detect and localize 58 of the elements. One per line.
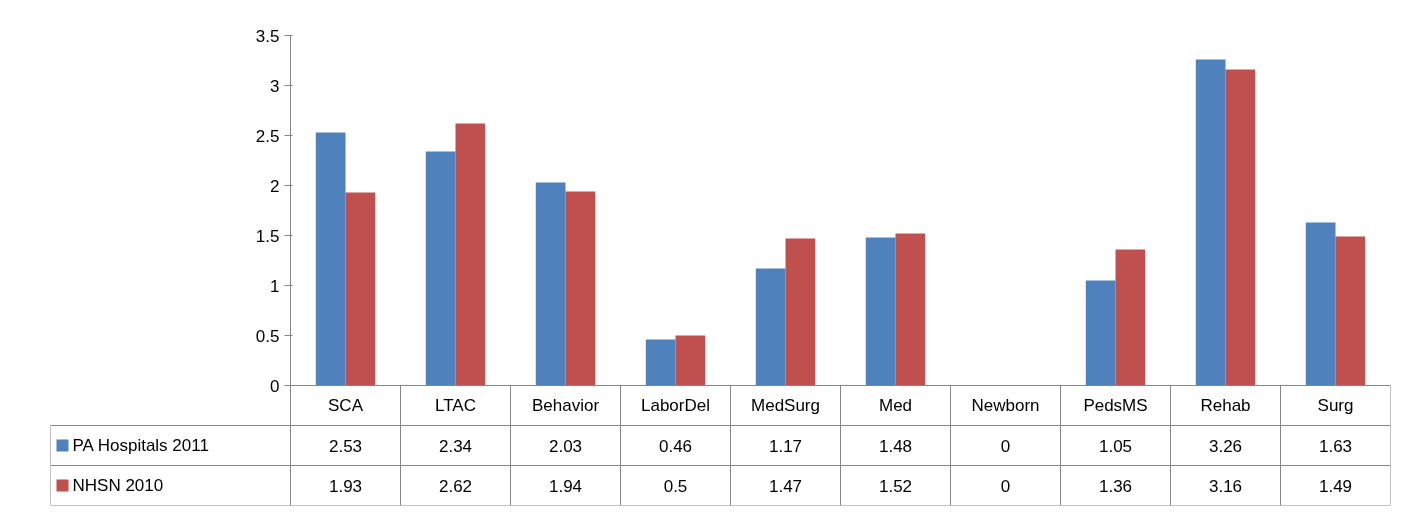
- legend-label: PA Hospitals 2011: [72, 436, 209, 455]
- y-tick-label: 2: [270, 176, 280, 196]
- x-tick-label: Rehab: [1200, 396, 1251, 415]
- data-label: 1.05: [1098, 436, 1133, 456]
- bar: [865, 237, 896, 386]
- bar: [1305, 222, 1336, 386]
- bar: [755, 268, 786, 386]
- data-label: 2.34: [438, 436, 473, 456]
- y-tick-label: 3: [270, 76, 280, 96]
- data-label: 1.47: [768, 476, 803, 496]
- data-label: 0: [1000, 476, 1011, 496]
- x-tick-label: Behavior: [531, 396, 600, 415]
- bar: [315, 132, 346, 386]
- bar: [1115, 249, 1146, 386]
- bar: [565, 191, 596, 386]
- data-label: 1.49: [1318, 476, 1353, 496]
- data-label: 3.16: [1208, 476, 1243, 496]
- bar: [535, 182, 566, 386]
- x-tick-label: Newborn: [971, 396, 1040, 415]
- legend-label: NHSN 2010: [72, 476, 164, 495]
- bar: [1085, 280, 1116, 386]
- bar: [785, 238, 816, 386]
- x-tick-label: Med: [878, 396, 913, 415]
- bar: [675, 335, 706, 386]
- x-tick-label: PedsMS: [1083, 396, 1148, 415]
- data-label: 1.93: [328, 476, 363, 496]
- x-tick-label: LTAC: [435, 396, 476, 415]
- y-tick-label: 2.5: [255, 126, 280, 146]
- data-label: 0: [1000, 436, 1011, 456]
- data-label: 1.63: [1318, 436, 1353, 456]
- bar: [455, 123, 486, 386]
- bar: [895, 233, 926, 386]
- bar: [425, 151, 456, 386]
- bar: [1225, 69, 1256, 386]
- data-label: 3.26: [1208, 436, 1243, 456]
- data-label: 1.48: [878, 436, 913, 456]
- data-label: 2.03: [548, 436, 583, 456]
- bar: [1335, 236, 1366, 386]
- x-tick-label: Surg: [1317, 396, 1354, 415]
- data-label: 0.46: [658, 436, 693, 456]
- y-tick-label: 0.5: [255, 326, 280, 346]
- data-label: 1.52: [878, 476, 913, 496]
- x-tick-label: MedSurg: [751, 396, 820, 415]
- y-tick-label: 3.5: [255, 26, 280, 46]
- data-label: 1.17: [768, 436, 803, 456]
- bar: [1195, 59, 1226, 386]
- x-tick-label: SCA: [328, 396, 364, 415]
- bar: [345, 192, 376, 386]
- data-label: 2.62: [438, 476, 473, 496]
- bar: [645, 339, 676, 386]
- y-tick-label: 1.5: [255, 226, 280, 246]
- y-tick-label: 1: [270, 276, 280, 296]
- x-tick-label: LaborDel: [641, 396, 711, 415]
- data-label: 0.5: [663, 476, 688, 496]
- data-label: 1.36: [1098, 476, 1133, 496]
- data-label: 1.94: [548, 476, 583, 496]
- y-tick-label: 0: [270, 376, 280, 396]
- data-label: 2.53: [328, 436, 363, 456]
